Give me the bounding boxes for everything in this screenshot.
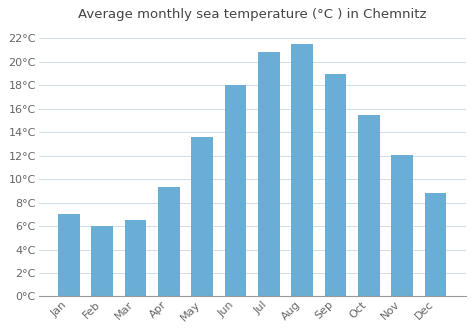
Bar <box>292 44 313 297</box>
Bar <box>325 73 346 297</box>
Title: Average monthly sea temperature (°C ) in Chemnitz: Average monthly sea temperature (°C ) in… <box>78 8 427 21</box>
Bar <box>391 155 413 297</box>
Bar <box>125 220 146 297</box>
Bar <box>425 193 446 297</box>
Bar <box>158 187 180 297</box>
Bar <box>225 85 246 297</box>
Bar <box>191 137 213 297</box>
Bar <box>58 214 80 297</box>
Bar <box>258 53 280 297</box>
Bar <box>358 115 380 297</box>
Bar <box>91 226 113 297</box>
